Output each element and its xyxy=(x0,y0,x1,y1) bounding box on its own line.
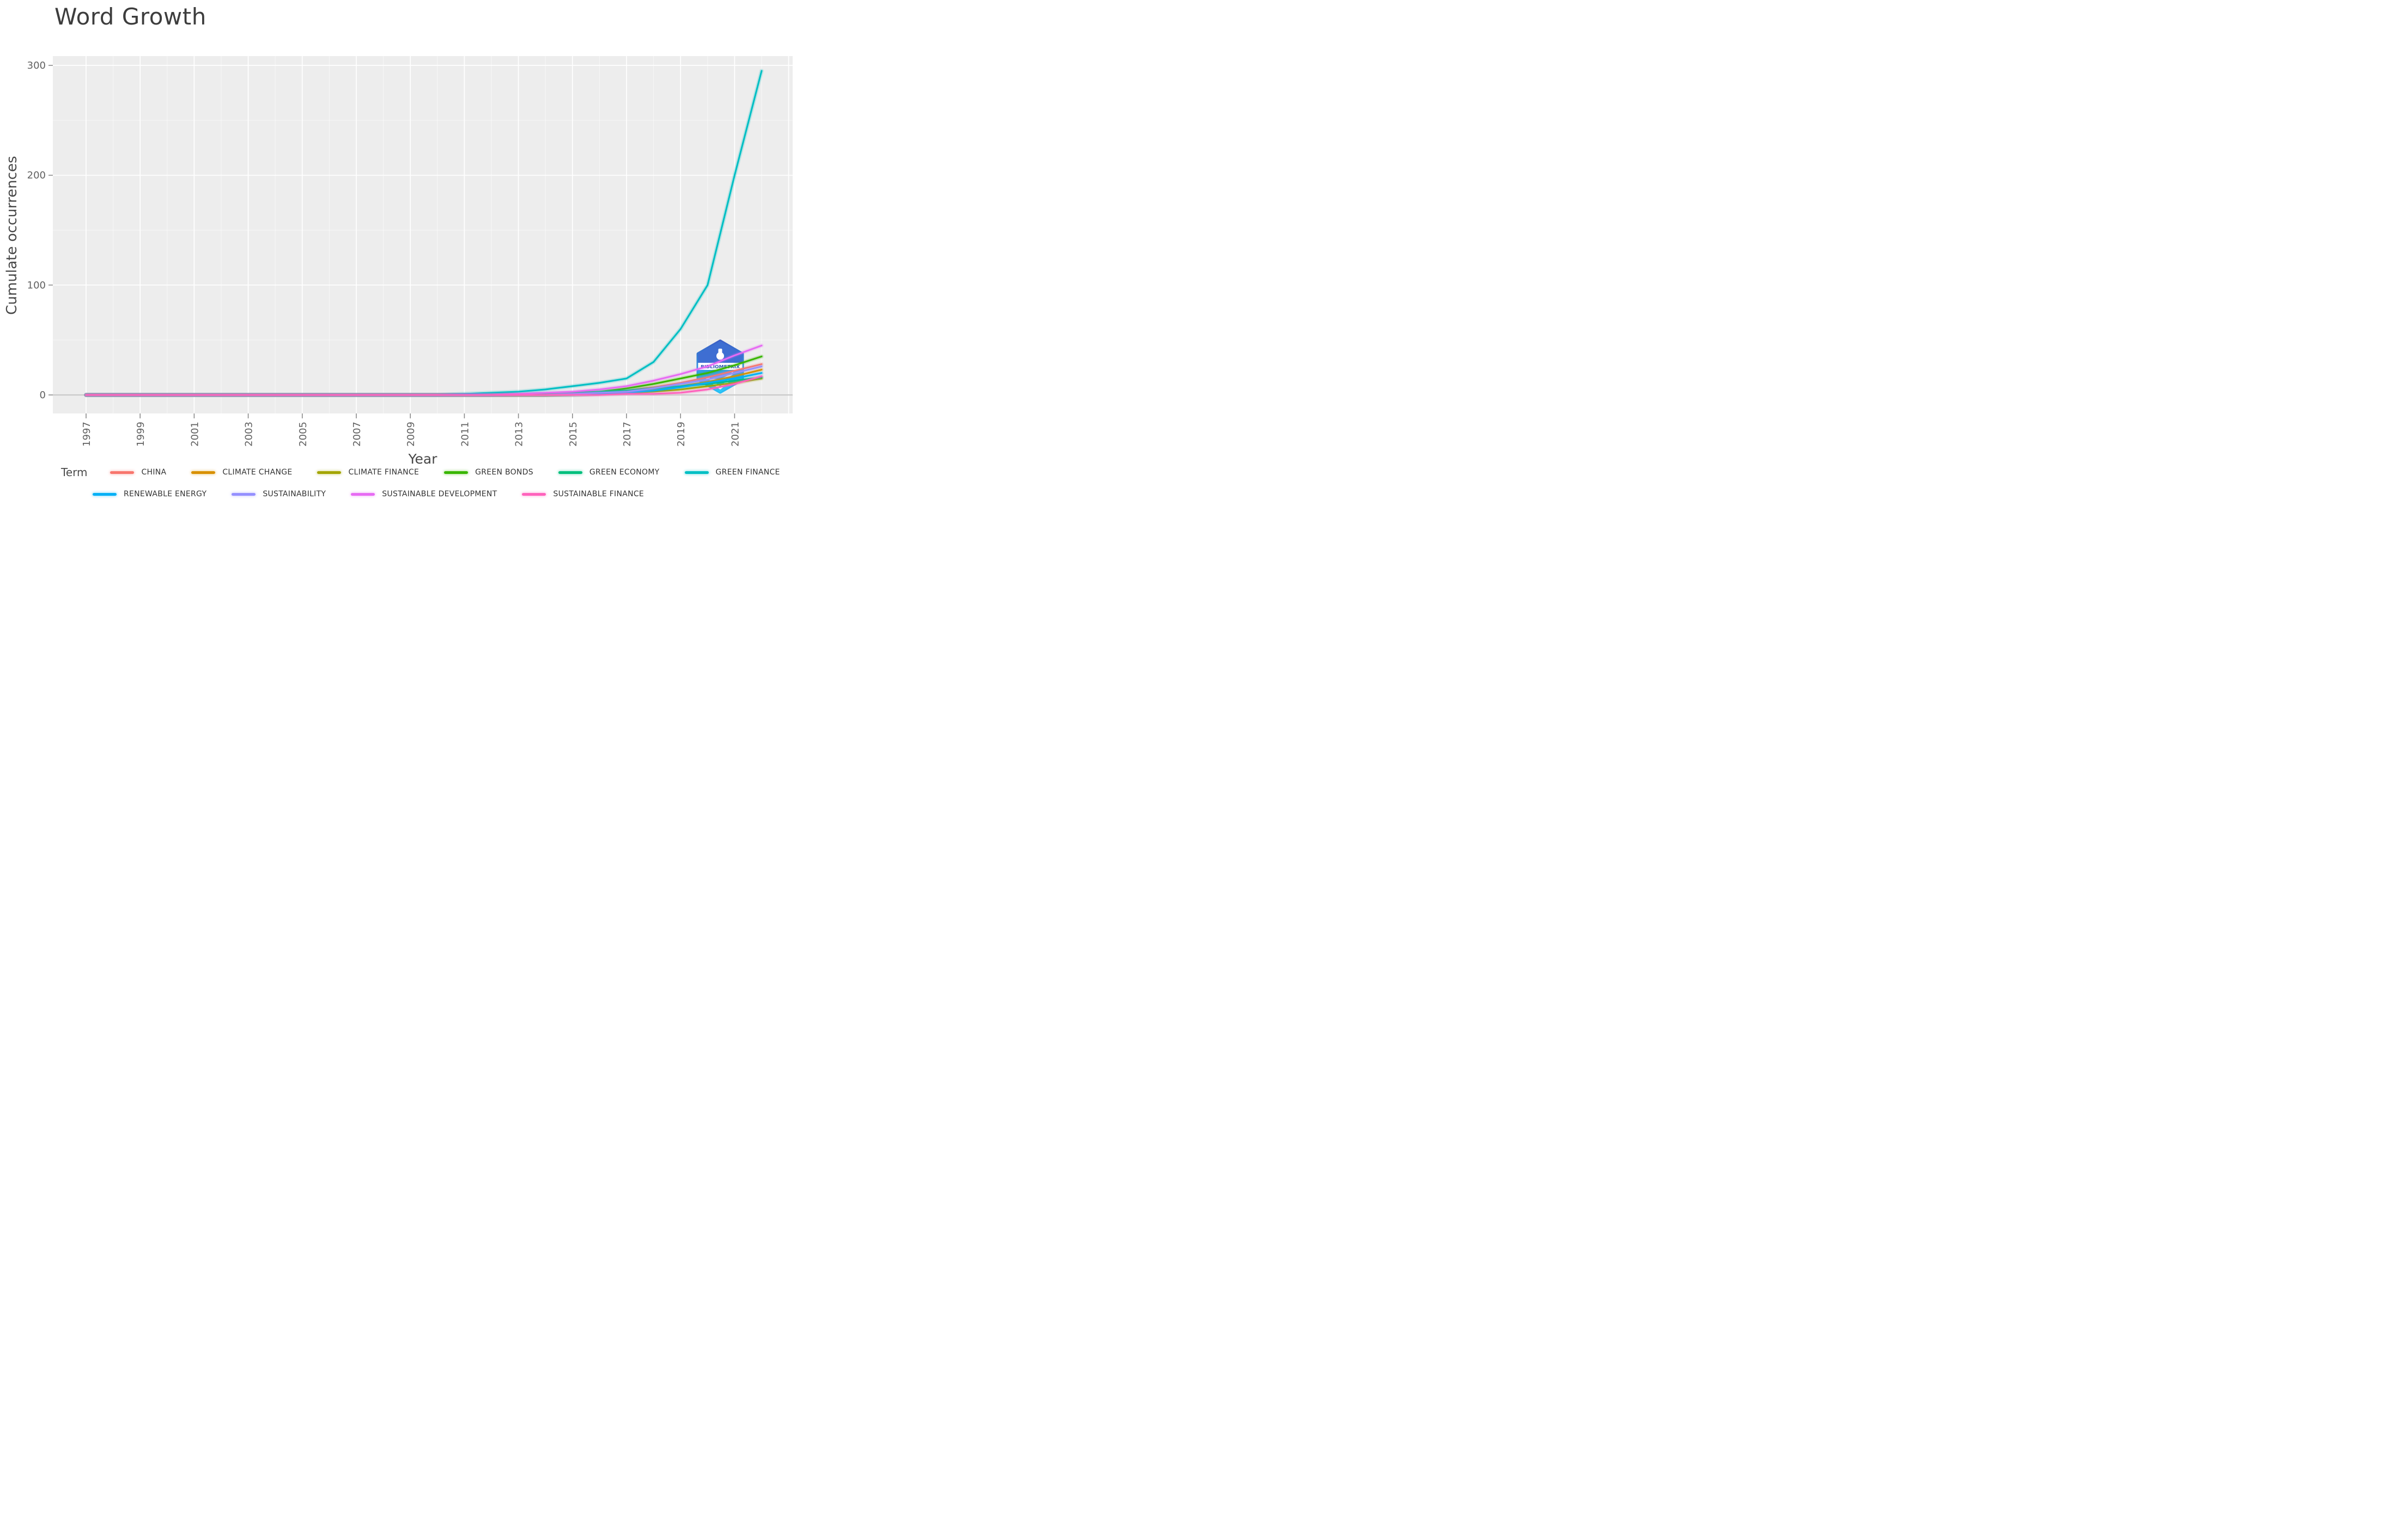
x-tick-label: 2015 xyxy=(568,422,579,447)
legend-label-green-finance: GREEN FINANCE xyxy=(715,468,780,477)
legend-label-renewable-energy: RENEWABLE ENERGY xyxy=(124,490,207,498)
word-growth-line-chart: BIBLIOMETRIX 0 100 200 300 1997 1999 2001 2003 20… xyxy=(27,56,793,447)
page-title: Word Growth xyxy=(54,3,206,30)
legend-item-green-bonds: GREEN BONDS xyxy=(444,468,533,477)
watermark-text: BIBLIOMETRIX xyxy=(701,364,740,369)
legend-label-climate-finance: CLIMATE FINANCE xyxy=(348,468,419,477)
x-tick-label: 2009 xyxy=(405,422,417,447)
legend-item-green-finance: GREEN FINANCE xyxy=(684,468,780,477)
legend-title: Term xyxy=(61,466,88,479)
x-tick-label: 1999 xyxy=(135,422,147,447)
legend: Term CHINA CLIMATE CHANGE CLIMATE FINANCE G… xyxy=(61,465,780,501)
legend-swatch-green-economy xyxy=(558,471,582,474)
legend-swatch-climate-finance xyxy=(317,471,342,474)
x-tick-label: 2013 xyxy=(514,422,525,447)
word-growth-panel: Word Growth BIBLIOMETRIX 0 100 200 300 1997 19… xyxy=(0,0,799,513)
legend-swatch-sustainable-finance xyxy=(522,492,546,496)
x-tick-label: 2019 xyxy=(676,422,687,447)
legend-swatch-green-bonds xyxy=(444,471,469,474)
legend-row-1: Term CHINA CLIMATE CHANGE CLIMATE FINANCE G… xyxy=(61,465,780,479)
legend-swatch-green-finance xyxy=(684,471,709,474)
x-tick-label: 2005 xyxy=(297,422,309,447)
legend-item-china: CHINA xyxy=(110,468,166,477)
legend-item-sustainable-finance: SUSTAINABLE FINANCE xyxy=(522,490,644,498)
legend-item-green-economy: GREEN ECONOMY xyxy=(558,468,660,477)
y-tick-label: 200 xyxy=(27,170,46,181)
legend-row-2: RENEWABLE ENERGY SUSTAINABILITY SUSTAINABL… xyxy=(93,487,780,501)
y-tick-label: 300 xyxy=(27,60,46,71)
legend-swatch-renewable-energy xyxy=(93,492,117,496)
legend-item-climate-finance: CLIMATE FINANCE xyxy=(317,468,419,477)
plot-panel-background xyxy=(53,56,793,413)
legend-swatch-sustainable-development xyxy=(351,492,375,496)
x-tick-label: 1997 xyxy=(81,422,93,447)
x-tick-label: 2011 xyxy=(459,422,471,447)
x-tick-label: 2007 xyxy=(351,422,363,447)
x-tick-label: 2021 xyxy=(729,422,741,447)
y-tick-label: 0 xyxy=(40,389,46,401)
legend-item-climate-change: CLIMATE CHANGE xyxy=(191,468,292,477)
y-tick-label: 100 xyxy=(27,279,46,291)
legend-swatch-china xyxy=(110,471,135,474)
legend-label-sustainable-development: SUSTAINABLE DEVELOPMENT xyxy=(382,490,497,498)
legend-item-renewable-energy: RENEWABLE ENERGY xyxy=(93,490,206,498)
legend-swatch-sustainability xyxy=(232,492,256,496)
legend-swatch-climate-change xyxy=(191,471,216,474)
x-axis-title: Year xyxy=(408,451,437,467)
legend-label-sustainability: SUSTAINABILITY xyxy=(263,490,326,498)
x-tick-label: 2003 xyxy=(244,422,255,447)
legend-item-sustainable-development: SUSTAINABLE DEVELOPMENT xyxy=(351,490,497,498)
legend-label-green-economy: GREEN ECONOMY xyxy=(589,468,660,477)
watermark-band xyxy=(698,363,743,370)
watermark-lamp-icon xyxy=(716,352,724,360)
x-tick-label: 2017 xyxy=(622,422,633,447)
legend-label-green-bonds: GREEN BONDS xyxy=(475,468,533,477)
y-axis-title: Cumulate occurrences xyxy=(4,156,20,315)
legend-label-sustainable-finance: SUSTAINABLE FINANCE xyxy=(553,490,644,498)
legend-item-sustainability: SUSTAINABILITY xyxy=(232,490,326,498)
legend-label-climate-change: CLIMATE CHANGE xyxy=(222,468,293,477)
series-line-sustainable-finance xyxy=(85,375,763,396)
legend-label-china: CHINA xyxy=(141,468,167,477)
x-tick-label: 2001 xyxy=(189,422,200,447)
